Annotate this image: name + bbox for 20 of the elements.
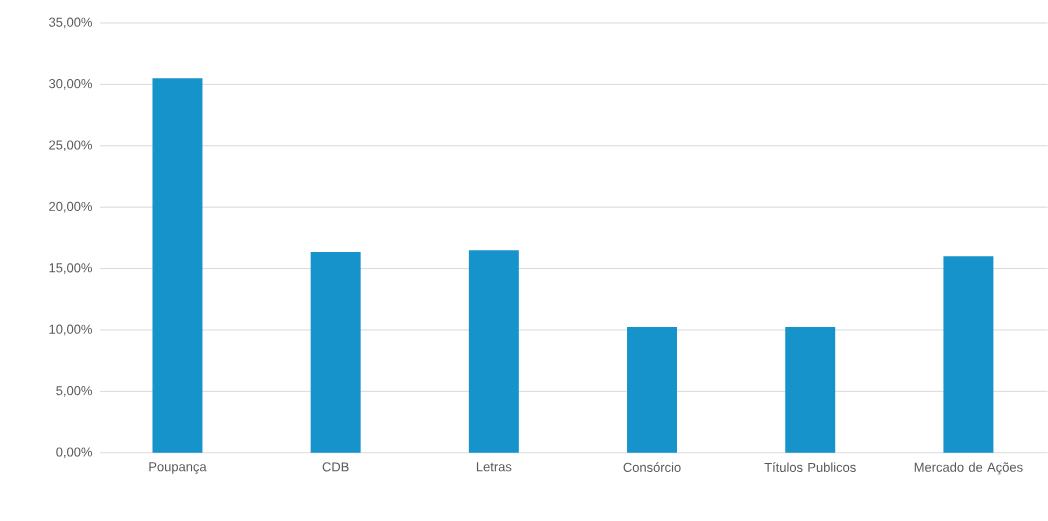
y-tick-label: 5,00%: [56, 386, 92, 397]
y-tick-label: 10,00%: [49, 324, 92, 336]
bar: [785, 327, 836, 453]
x-tick-label: Poupança: [149, 462, 207, 475]
x-tick-label: Consórcio: [623, 462, 681, 473]
y-tick-label: 20,00%: [49, 201, 92, 213]
y-tick-label: 0,00%: [56, 447, 92, 459]
bar: [943, 256, 994, 453]
bar: [310, 252, 361, 453]
y-tick-label: 35,00%: [49, 17, 92, 29]
bar: [152, 78, 203, 453]
x-tick-label: Mercado de Ações: [914, 462, 1023, 475]
y-tick-label: 30,00%: [49, 79, 92, 90]
y-tick-label: 15,00%: [49, 263, 92, 275]
y-tick-label: 25,00%: [49, 140, 92, 152]
bar: [627, 327, 678, 453]
bar: [468, 250, 519, 453]
x-tick-label: Títulos Publicos: [764, 462, 856, 473]
x-tick-label: Letras: [476, 462, 512, 472]
x-tick-label: CDB: [322, 462, 349, 472]
